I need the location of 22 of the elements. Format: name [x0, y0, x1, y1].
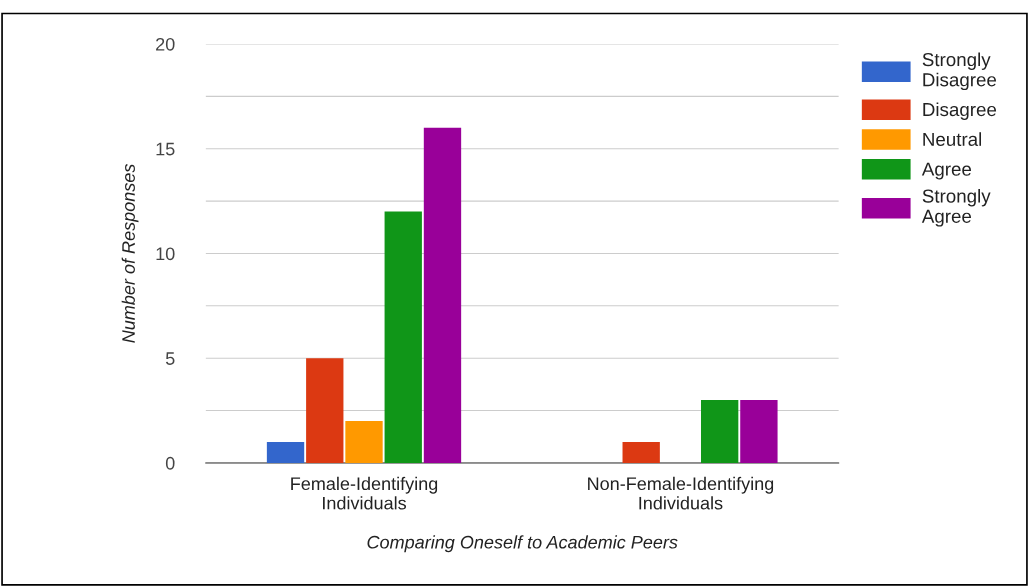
y-tick-label: 10: [156, 247, 175, 261]
bar: [266, 441, 305, 463]
y-tick-label: 5: [165, 352, 175, 365]
y-tick-label: 15: [156, 142, 175, 156]
bar: [384, 211, 422, 463]
bar: [700, 400, 739, 463]
x-tick-label: Female-Identifying Individuals: [291, 476, 438, 510]
legend-label: Strongly Disagree: [922, 52, 997, 91]
legend-label: Strongly Agree: [921, 188, 991, 227]
bar: [423, 127, 462, 463]
y-tick-label: 20: [156, 37, 175, 51]
legend-label: Disagree: [923, 102, 997, 120]
y-axis-title: Number of Responses: [121, 163, 139, 343]
x-tick-label: Non-Female-Identifying Individuals: [588, 476, 774, 510]
bar: [306, 358, 344, 463]
legend-label: Agree: [921, 162, 972, 180]
bar: [622, 441, 660, 463]
legend-label: Neutral: [923, 132, 982, 146]
y-tick-label: 0: [165, 456, 175, 470]
x-axis-title: Comparing Oneself to Academic Peers: [367, 535, 678, 553]
bar: [345, 421, 383, 463]
bar: [740, 400, 778, 463]
